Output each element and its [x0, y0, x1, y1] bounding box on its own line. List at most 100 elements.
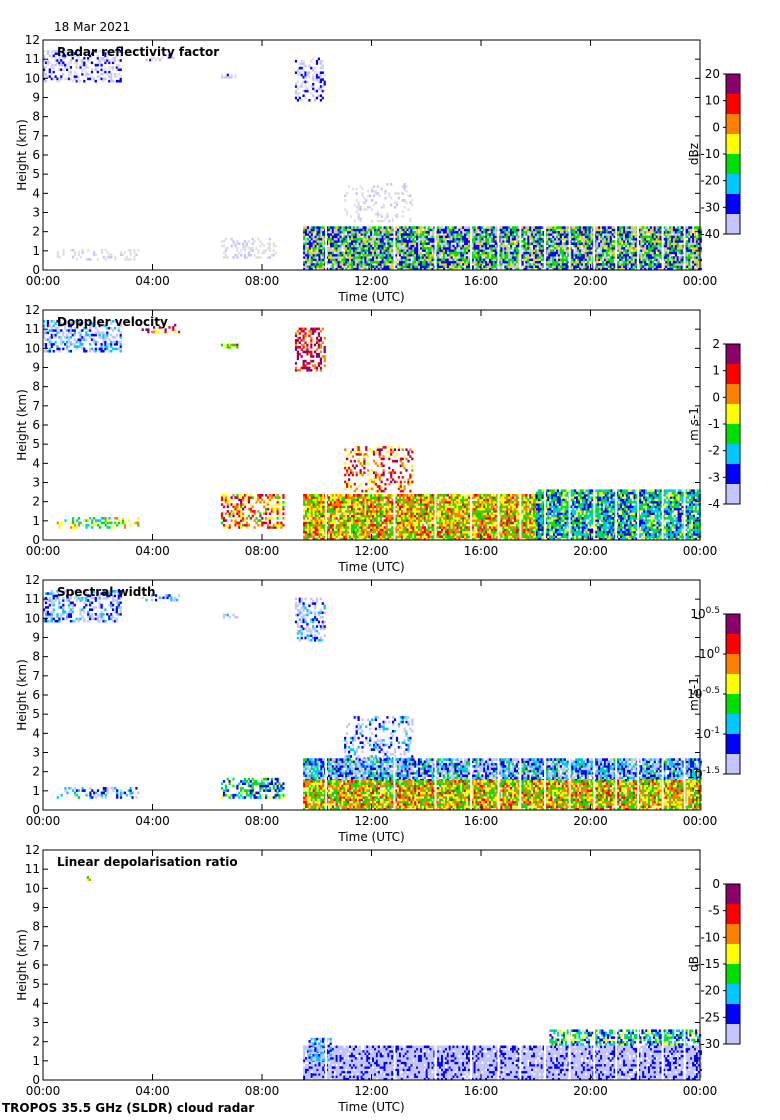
data-cell — [395, 226, 398, 229]
data-cell — [306, 233, 310, 236]
data-cell — [236, 512, 239, 515]
data-cell — [481, 235, 484, 239]
data-cell — [54, 340, 57, 344]
data-cell — [375, 247, 379, 250]
data-cell — [517, 251, 520, 255]
data-cell — [372, 233, 375, 236]
data-cell — [536, 228, 539, 232]
data-cell — [649, 256, 653, 259]
data-cell — [315, 76, 319, 79]
data-cell — [372, 260, 375, 264]
data-cell — [465, 230, 469, 234]
data-cell — [408, 235, 411, 239]
data-cell — [665, 258, 668, 262]
data-cell — [389, 247, 392, 250]
colorbar-cell — [726, 176, 740, 179]
data-gap — [568, 216, 571, 270]
data-cell — [222, 519, 226, 522]
data-cell — [304, 71, 307, 74]
data-cell — [442, 240, 446, 243]
data-cell — [513, 228, 517, 232]
data-cell — [425, 253, 428, 257]
data-cell — [94, 79, 97, 83]
data-cell — [605, 230, 608, 234]
data-cell — [224, 519, 227, 522]
data-cell — [236, 496, 239, 499]
data-cell — [613, 233, 616, 236]
data-cell — [678, 263, 681, 266]
data-cell — [665, 226, 668, 229]
data-cell — [694, 253, 697, 257]
data-cell — [694, 258, 697, 262]
data-cell — [452, 228, 455, 232]
data-cell — [226, 500, 229, 504]
data-cell — [442, 258, 446, 262]
data-cell — [619, 249, 622, 252]
data-cell — [420, 242, 423, 245]
data-cell — [548, 237, 551, 241]
data-cell — [506, 263, 509, 266]
data-cell — [304, 366, 307, 370]
data-gap — [543, 216, 546, 270]
data-cell — [79, 79, 82, 83]
data-cell — [671, 235, 674, 239]
data-cell — [485, 244, 488, 248]
data-cell — [386, 183, 389, 186]
data-cell — [611, 265, 614, 268]
data-cell — [534, 242, 538, 245]
data-cell — [339, 242, 342, 245]
data-cell — [588, 258, 591, 262]
data-cell — [67, 73, 71, 76]
data-cell — [64, 336, 67, 339]
data-cell — [577, 230, 580, 234]
data-cell — [137, 248, 140, 252]
data-cell — [550, 242, 553, 245]
data-cell — [680, 263, 683, 266]
data-cell — [561, 244, 564, 248]
data-cell — [118, 521, 121, 525]
data-cell — [632, 230, 635, 234]
data-cell — [427, 226, 430, 229]
data-cell — [317, 346, 320, 349]
data-cell — [454, 233, 457, 236]
data-cell — [351, 256, 354, 259]
data-cell — [312, 78, 315, 81]
data-cell — [462, 240, 465, 243]
data-cell — [355, 210, 358, 214]
data-cell — [368, 240, 371, 243]
data-cell — [625, 267, 628, 271]
data-cell — [638, 258, 641, 262]
data-cell — [531, 226, 534, 229]
data-cell — [423, 253, 426, 257]
data-cell — [308, 366, 311, 370]
data-cell — [423, 260, 426, 264]
data-cell — [255, 247, 258, 250]
data-cell — [379, 237, 382, 241]
data-cell — [67, 349, 71, 353]
data-cell — [494, 256, 497, 259]
data-cell — [663, 244, 666, 248]
data-cell — [106, 59, 109, 62]
data-cell — [531, 235, 534, 239]
data-cell — [609, 240, 612, 243]
data-cell — [517, 258, 520, 262]
data-cell — [305, 263, 308, 266]
data-cell — [54, 322, 57, 325]
data-cell — [370, 253, 373, 257]
data-cell — [265, 249, 268, 252]
data-cell — [354, 240, 357, 243]
data-cell — [485, 247, 488, 250]
data-cell — [444, 256, 448, 259]
data-cell — [439, 230, 442, 234]
data-cell — [617, 230, 620, 234]
data-cell — [523, 251, 526, 255]
data-cell — [686, 265, 689, 268]
data-cell — [220, 240, 224, 243]
data-cell — [306, 265, 310, 268]
data-cell — [102, 333, 105, 337]
data-cell — [83, 336, 86, 339]
data-cell — [452, 249, 455, 252]
data-cell — [418, 258, 421, 262]
data-cell — [104, 347, 107, 351]
data-cell — [552, 242, 555, 245]
